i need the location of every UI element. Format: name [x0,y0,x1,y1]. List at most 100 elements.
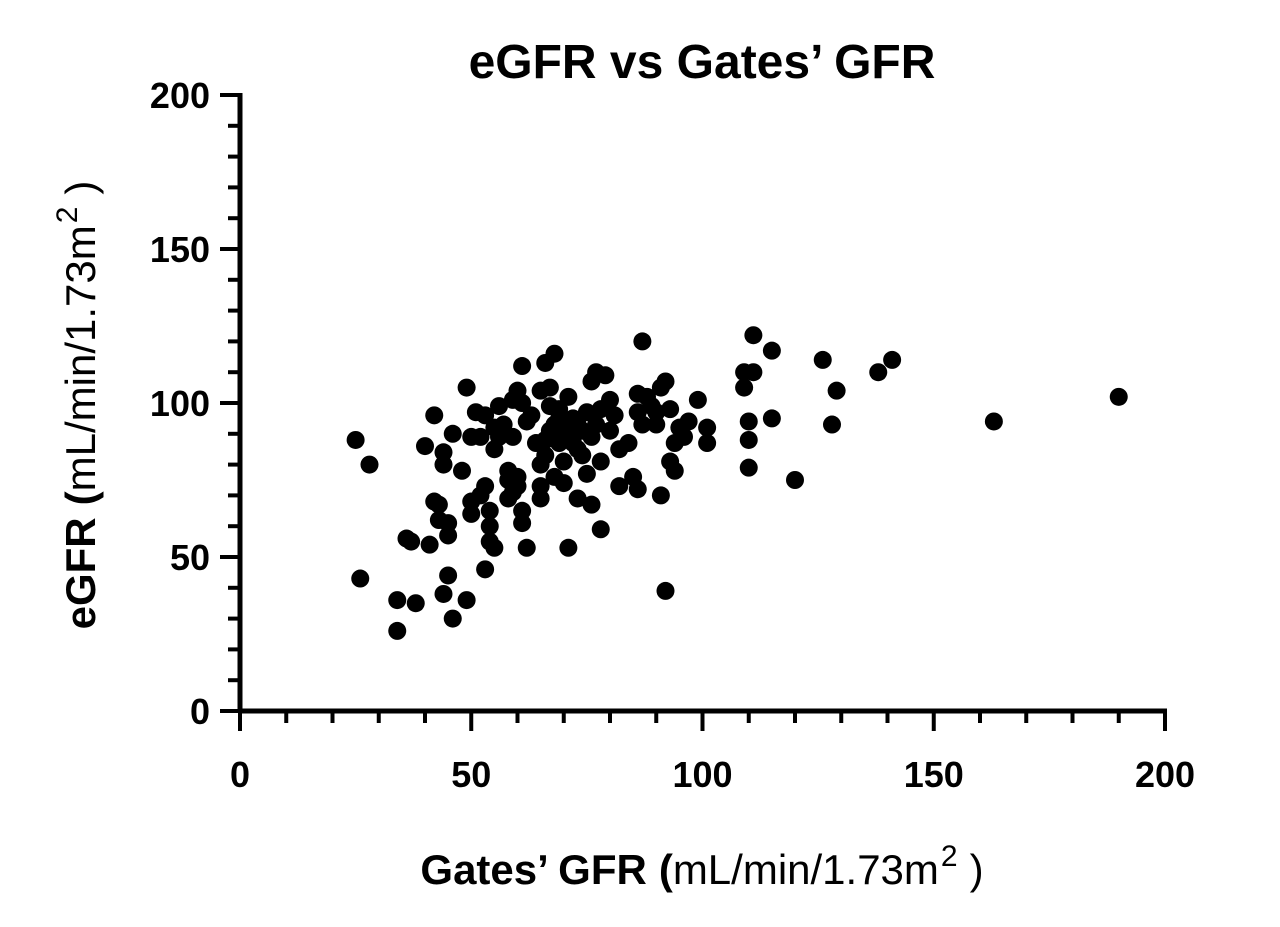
data-point [425,406,444,425]
data-point [762,341,781,360]
data-point [453,461,471,480]
data-point [656,581,675,600]
x-tick-label: 150 [904,754,964,795]
data-point [540,378,559,397]
data-point [577,403,596,422]
data-point [406,594,425,613]
data-point [476,406,495,425]
data-point [628,480,647,499]
data-point [661,400,680,419]
data-point [536,446,555,465]
data-point [360,455,379,474]
data-point [439,566,458,585]
data-point [883,350,902,369]
y-tick-label: 100 [150,383,210,424]
data-point [443,609,462,628]
data-point [605,406,624,425]
data-point [869,363,888,382]
data-point [351,569,370,588]
x-tick-label: 200 [1135,754,1195,795]
data-point [651,486,670,505]
data-point [494,415,513,434]
data-point [545,344,564,363]
y-tick-label: 150 [150,229,210,270]
data-point [633,332,652,351]
data-point [420,535,439,554]
data-point [559,538,578,557]
data-point [490,397,508,416]
data-point [739,430,758,449]
chart-title: eGFR vs Gates’ GFR [469,36,936,89]
data-point [457,591,476,610]
data-point [522,406,541,425]
data-point [744,326,763,345]
y-tick-label: 200 [150,75,210,116]
data-point [698,418,717,437]
data-point [513,357,532,376]
data-point [416,437,434,456]
data-point [508,477,527,496]
data-point [698,434,717,453]
data-point [443,424,462,443]
data-point [591,452,610,471]
data-point [786,471,804,489]
axis-ticks: 0 50 100 150 200 0 50 100 150 200 [150,75,1195,795]
data-point [439,514,458,533]
data-point [513,394,532,412]
data-point [388,621,407,640]
data-point [601,421,619,440]
data-point [503,427,522,446]
x-tick-label: 0 [230,754,250,795]
data-point [596,366,615,385]
data-point [550,400,569,419]
data-point [513,514,532,533]
data-point [1109,387,1128,406]
data-point [554,452,573,471]
data-point [577,464,596,483]
data-point [434,584,453,603]
data-point [633,415,652,434]
data-point [429,495,448,514]
x-tick-label: 100 [672,754,732,795]
data-point [531,477,550,496]
data-point [513,501,532,520]
data-point [610,477,629,496]
data-point [647,403,666,422]
data-point [823,415,841,434]
data-point [656,372,675,391]
data-point [827,381,846,400]
data-point [735,378,754,397]
data-point [568,489,587,508]
y-tick-label: 50 [170,537,210,578]
data-point [591,520,610,539]
data-point [679,412,698,431]
data-point [647,415,666,434]
x-tick-label: 50 [451,754,491,795]
data-points [346,326,1128,640]
data-point [531,489,550,508]
data-point [739,458,758,477]
data-point [346,430,365,449]
data-point [587,415,606,434]
data-point [665,461,684,480]
data-point [688,390,707,409]
data-point [476,477,495,496]
data-point [476,560,495,579]
data-point [480,517,499,536]
data-point [471,427,490,446]
data-point [675,427,693,446]
data-point [739,412,758,431]
data-point [388,591,407,610]
data-point [517,538,536,557]
data-point [434,455,453,474]
data-point [744,363,763,382]
data-point [434,443,453,462]
data-point [485,538,504,557]
data-point [582,495,601,514]
data-point [462,504,481,523]
y-tick-label: 0 [190,691,210,732]
data-point [619,434,638,453]
data-point [402,532,421,551]
data-point [813,350,832,369]
